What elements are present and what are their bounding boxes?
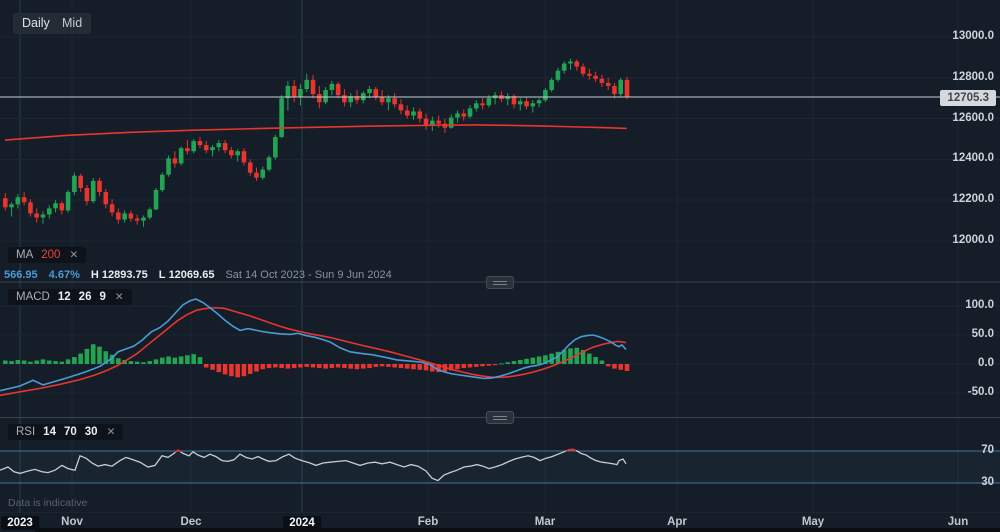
time-axis-month-label: Mar xyxy=(534,516,556,528)
horizontal-scrollbar[interactable] xyxy=(35,528,1000,532)
rsi-param-lower: 30 xyxy=(84,426,98,438)
time-axis-month-label: Feb xyxy=(417,516,439,528)
macd-param-signal: 9 xyxy=(99,291,106,303)
ma-indicator-legend[interactable]: MA 200 ✕ xyxy=(8,247,87,263)
time-axis-month-label: Jun xyxy=(947,516,969,528)
rsi-indicator-legend[interactable]: RSI 14 70 30 ✕ xyxy=(8,424,124,440)
pane-resize-handle[interactable] xyxy=(486,411,514,424)
close-icon[interactable]: ✕ xyxy=(106,426,116,438)
rsi-label: RSI xyxy=(16,426,36,438)
time-axis-month-label: Dec xyxy=(180,516,202,528)
rsi-axis-label: 70 xyxy=(981,444,994,456)
macd-axis-label: 50.0 xyxy=(971,328,994,340)
macd-axis-label: -50.0 xyxy=(967,386,994,398)
disclaimer-text: Data is indicative xyxy=(8,497,88,509)
macd-label: MACD xyxy=(16,291,50,303)
pane-resize-handle[interactable] xyxy=(486,276,514,289)
price-axis-label: 12400.0 xyxy=(952,152,994,165)
chart-style-button[interactable]: Mid xyxy=(53,13,92,34)
rsi-param-period: 14 xyxy=(43,426,56,438)
time-axis-month-label: Apr xyxy=(667,516,687,528)
price-axis-label: 12200.0 xyxy=(952,193,994,206)
macd-indicator-legend[interactable]: MACD 12 26 9 ✕ xyxy=(8,289,132,305)
date-range: Sat 14 Oct 2023 - Sun 9 Jun 2024 xyxy=(225,269,392,281)
time-axis-year-label: 2024 xyxy=(283,516,321,530)
timeframe-button[interactable]: Daily xyxy=(13,13,59,34)
price-info-row: 566.95 4.67% H 12893.75 L 12069.65 Sat 1… xyxy=(4,269,392,281)
macd-axis-label: 100.0 xyxy=(965,299,994,311)
high-value: H 12893.75 xyxy=(90,269,148,281)
macd-param-slow: 26 xyxy=(78,291,92,303)
price-axis-label: 12800.0 xyxy=(952,70,994,83)
macd-axis-label: 0.0 xyxy=(978,357,994,369)
ma-period: 200 xyxy=(41,249,61,261)
time-axis-month-label: Nov xyxy=(61,516,83,528)
rsi-axis-label: 30 xyxy=(981,476,994,488)
change-value: 566.95 xyxy=(4,269,38,281)
change-percent: 4.67% xyxy=(48,269,80,281)
time-axis[interactable]: 2023 Nov Dec 2024 Feb Mar Apr May Jun xyxy=(0,512,1000,532)
rsi-param-upper: 70 xyxy=(63,426,77,438)
price-axis-label: 12600.0 xyxy=(952,111,994,124)
ma-label: MA xyxy=(16,249,34,261)
low-value: L 12069.65 xyxy=(158,269,215,281)
price-axis-label: 12000.0 xyxy=(952,234,994,246)
close-icon[interactable]: ✕ xyxy=(69,249,79,261)
last-price-tag: 12705.3 xyxy=(940,90,996,106)
time-axis-month-label: May xyxy=(801,516,825,528)
macd-param-fast: 12 xyxy=(57,291,71,303)
price-axis-label: 13000.0 xyxy=(952,30,994,42)
time-axis-year-label: 2023 xyxy=(1,516,39,530)
close-icon[interactable]: ✕ xyxy=(114,291,124,303)
